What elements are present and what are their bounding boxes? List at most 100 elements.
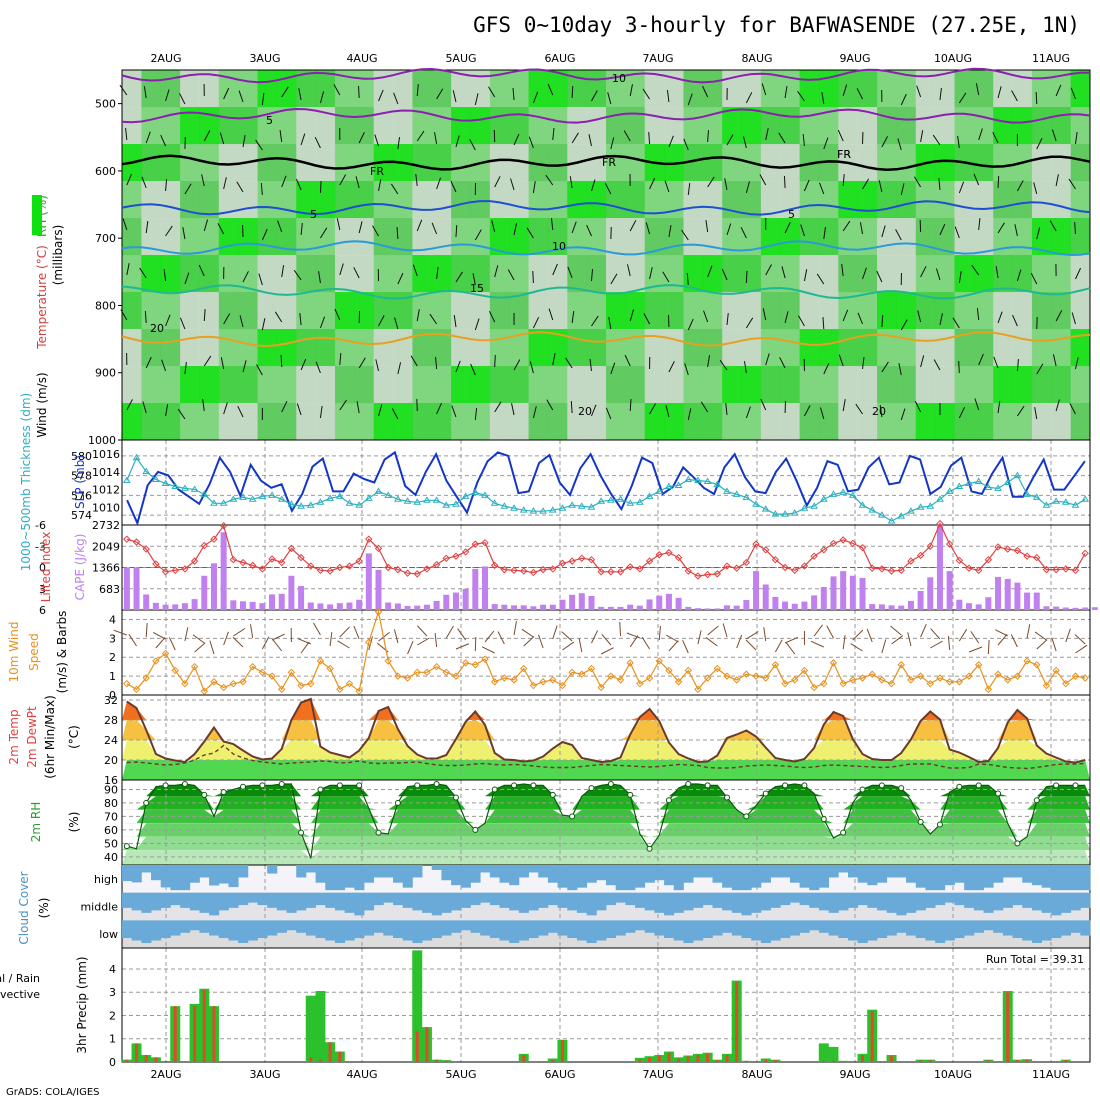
cape-bar [704,608,711,610]
rh-cell [122,255,142,293]
wind-barb [529,361,534,374]
li-tick-label: 0 [39,562,46,575]
date-label-bottom: 8AUG [741,1068,772,1081]
cape-bar [152,602,159,610]
wind-tick-label: 2 [109,651,116,664]
rh-cell [915,181,936,219]
wind-barb [920,266,927,278]
cloud-bar-mid [286,892,297,913]
cloud-bar-low [141,920,152,944]
thickness-point [171,482,180,489]
cloud-bar-high [848,865,859,878]
cloud-bar-mid [809,892,820,908]
cloud-bar-low [731,920,742,936]
wind-label-line3: (m/s) & Barbs [55,611,69,694]
wind-barb [179,93,186,105]
wind-speed-point [123,679,131,688]
cloud-bar-low [857,920,868,944]
cloud-bar-mid [576,892,588,913]
wind-barb [551,218,554,231]
cape-bar [365,553,372,610]
cloud-bar-high [1080,865,1091,891]
rh-cell [664,107,684,145]
cloud-bar-mid [441,892,452,913]
rh-cell [644,70,665,108]
cape-bar [646,599,653,610]
precip-convective-bar [831,1060,835,1062]
cloud-bar-low [809,920,820,931]
rh-cell [760,403,781,441]
wind-barb [862,357,865,370]
wind-barb [126,399,133,411]
rh-cell [567,255,588,293]
cloud-bar-high [760,865,771,883]
wind-barb [662,271,670,283]
upper-air-panel-frame [121,69,1091,441]
cloud-bar-high [606,865,617,886]
rh-cell [877,181,897,219]
rh-cell [818,366,839,404]
precip-tick-label: 1 [109,1033,116,1046]
wind-barb [198,264,205,277]
rh-cell [1051,255,1072,293]
wind10m-barb [378,631,390,642]
wind-barb [837,129,844,142]
wind-barb [878,180,883,193]
cloud-bar-mid [673,892,684,913]
thickness-point [548,506,557,513]
wind-speed-point [452,672,460,680]
cloud-bar-mid [712,892,723,908]
li-point [762,546,770,554]
cloud-bar-low [344,920,355,941]
thickness-point [703,477,712,485]
rh-cell [547,107,568,145]
wind-barb [629,398,632,412]
cloud-bar-low [954,920,965,939]
wind-barb [935,268,941,281]
wind-barb [895,229,902,241]
cloud-bar-low [1060,920,1072,936]
thickness-point [374,487,383,494]
rh-cell [276,403,297,441]
rh-cell [296,181,317,219]
rh-cell [799,292,820,330]
wind-barb [237,405,244,418]
rh-cell [818,144,839,182]
li-point [219,522,228,530]
wind-barb [320,227,328,239]
rh-cell [683,403,704,441]
rh-point [820,816,827,823]
wind-barb [298,88,302,101]
wind10m-barb [629,635,639,648]
thickness-point [665,482,673,489]
thickness-point [151,475,160,483]
cape-bar [298,586,305,610]
rh-cell [528,70,549,108]
wind10m-barb [484,630,495,643]
cloud-bar-low [615,920,626,936]
cloud-bar-low [364,920,375,936]
wind-barb [165,179,168,192]
rh-tick-label: 50 [104,837,118,850]
wind-barb [513,133,520,146]
wind-barb [494,401,502,413]
thickness-point [297,502,305,509]
wind-barb [838,354,844,367]
wind-barb [570,400,573,414]
rh-cell [954,255,975,293]
wind-speed-point [849,676,857,684]
rh-cell [780,366,801,404]
wind-speed-point [703,674,712,682]
wind-barb [588,134,592,147]
rh-cell [877,329,897,367]
li-point [771,556,780,564]
rh-cell [257,255,278,293]
wind10m-barb [619,621,622,637]
precip-convective-bar [657,1055,661,1062]
wind-barb [900,408,906,421]
cape-bar [907,600,914,610]
thickness-point [200,490,209,497]
wind-barb [957,136,960,149]
rh-cell [760,144,781,182]
rh-cell [1070,70,1091,108]
